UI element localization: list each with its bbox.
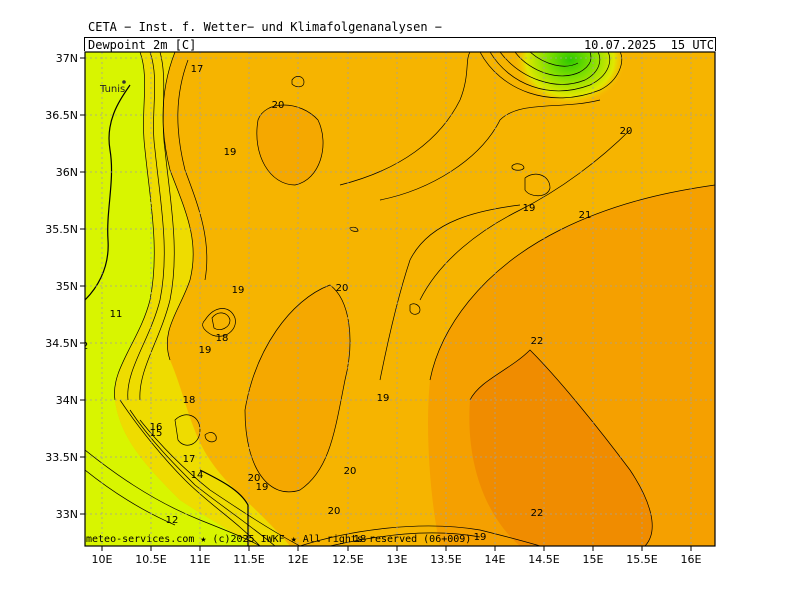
lat-label: 37N <box>56 52 78 65</box>
lat-label: 33N <box>56 508 78 521</box>
lon-label: 16E <box>681 553 702 566</box>
isoline-label: 20 <box>344 466 357 477</box>
isoline-label: 17 <box>191 64 204 75</box>
lat-label: 34N <box>56 394 78 407</box>
lon-label: 12E <box>288 553 309 566</box>
lon-label: 10E <box>92 553 113 566</box>
isoline-label: 18 <box>216 333 229 344</box>
field-dry-coast <box>85 52 250 546</box>
city-marker <box>122 80 126 84</box>
variable-label: Dewpoint_2m_[C] <box>88 38 197 52</box>
isoline-label: 22 <box>531 508 544 519</box>
lat-label: 35N <box>56 280 78 293</box>
isoline-label: 19 <box>224 147 237 158</box>
isoline-label: 15 <box>150 428 163 439</box>
city-label-tunis: Tunis <box>99 84 125 95</box>
isoline-label: 11 <box>110 309 123 320</box>
field-transition <box>114 52 290 546</box>
lon-label: 13E <box>387 553 408 566</box>
coastline-south <box>199 469 249 546</box>
isoline-label: 17 <box>183 454 196 465</box>
isoline-label: 20 <box>328 506 341 517</box>
isoline-label: 2 <box>82 341 88 352</box>
lat-label: 36.5N <box>45 109 78 122</box>
field-central-pool <box>245 285 350 492</box>
isoline-label: 22 <box>531 336 544 347</box>
isoline-label: 19 <box>232 285 245 296</box>
isoline-label: 19 <box>474 532 487 543</box>
valid-time: 10.07.2025 15 UTC <box>583 38 714 52</box>
lon-label: 11.5E <box>233 553 264 566</box>
field-ne-peak <box>515 52 625 105</box>
isoline-label: 20 <box>272 100 285 111</box>
lon-label: 11E <box>190 553 211 566</box>
isoline-label: 20 <box>248 473 261 484</box>
isoline-label: 14 <box>191 470 204 481</box>
lon-label: 12.5E <box>332 553 363 566</box>
isoline-label: 19 <box>256 482 269 493</box>
map-border <box>84 51 716 547</box>
lat-label: 36N <box>56 166 78 179</box>
header-title: CETA − Inst. f. Wetter− und Klimafolgena… <box>88 20 443 34</box>
lon-label: 15.5E <box>626 553 657 566</box>
isoline-label: 20 <box>620 126 633 137</box>
isoline-label: 18 <box>183 395 196 406</box>
copyright-footer: meteo-services.com ★ (c)2025 IWKF ★ All … <box>86 534 472 545</box>
isoline-label: 19 <box>523 203 536 214</box>
lat-label: 35.5N <box>45 223 78 236</box>
lat-label: 34.5N <box>45 337 78 350</box>
lat-label: 33.5N <box>45 451 78 464</box>
lon-label: 10.5E <box>135 553 166 566</box>
isoline-label: 20 <box>336 283 349 294</box>
isoline-label: 19 <box>199 345 212 356</box>
contour-lines <box>85 52 715 546</box>
lon-label: 15E <box>583 553 604 566</box>
isoline-label: 19 <box>377 393 390 404</box>
isoline-label: 21 <box>579 210 592 221</box>
lon-label: 14E <box>485 553 506 566</box>
header-frame <box>84 37 716 51</box>
field-peak-humid <box>469 350 653 546</box>
lat-lon-grid <box>85 52 715 546</box>
isoline-label: 16 <box>150 422 163 433</box>
lon-label: 14.5E <box>528 553 559 566</box>
lon-label: 13.5E <box>430 553 461 566</box>
isoline-label: 18 <box>354 534 367 545</box>
axis-ticks: 10E 10.5E 11E 11.5E 12E 12.5E 13E 13.5E 14E 14.5E… <box>45 52 701 566</box>
isoline-label: 12 <box>166 515 179 526</box>
field-north-pool <box>256 105 324 185</box>
coastline <box>85 84 131 301</box>
